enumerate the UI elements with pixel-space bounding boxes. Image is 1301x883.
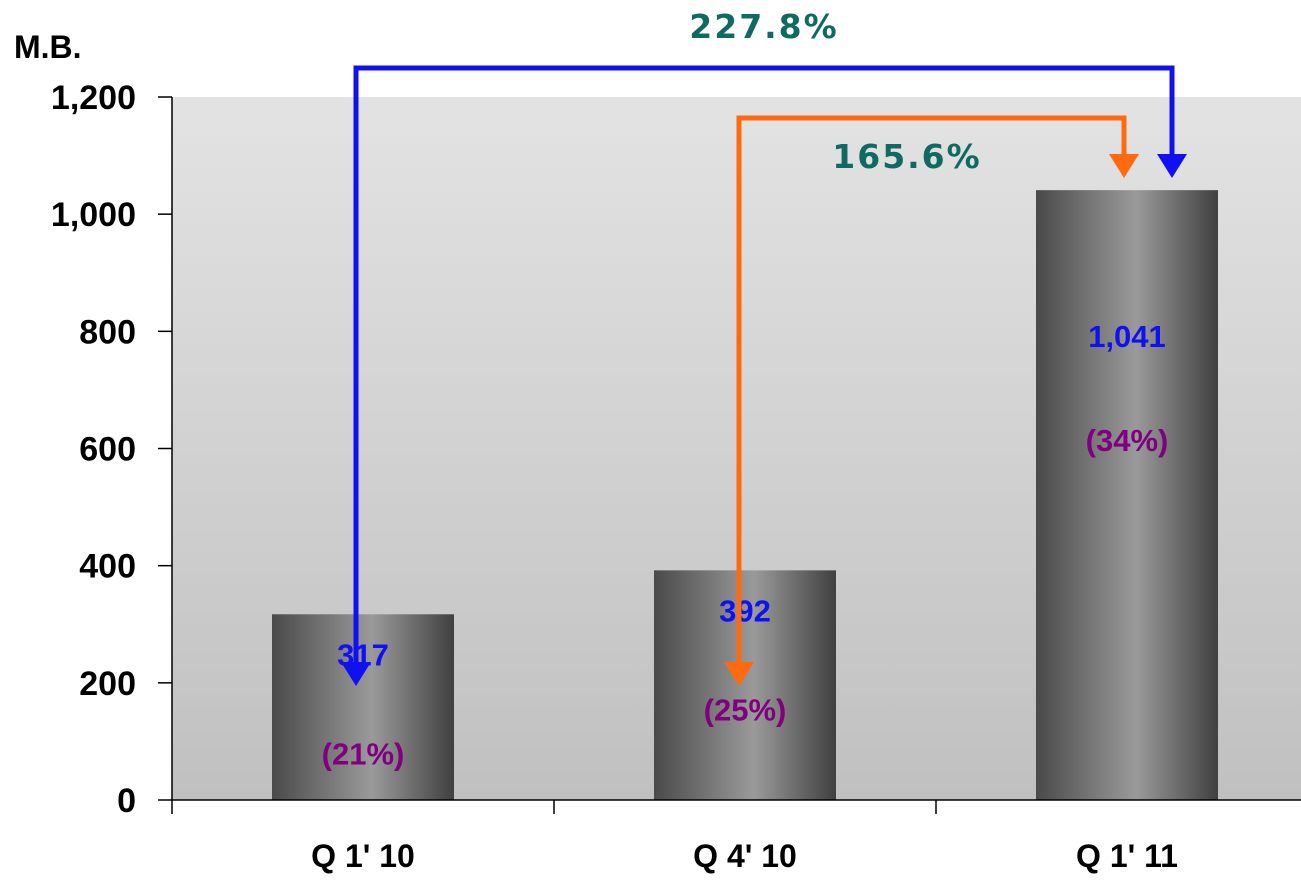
x-tick-label: Q 4' 10 xyxy=(693,838,797,874)
y-tick-label: 1,200 xyxy=(51,79,136,117)
growth-arrowhead-left-0 xyxy=(341,662,371,686)
x-axis: Q 1' 10 Q 4' 10 Q 1' 11 xyxy=(171,799,1301,874)
y-tick-label: 800 xyxy=(79,313,136,351)
growth-arrowhead-right-1 xyxy=(1109,154,1139,178)
y-axis: 0 200 400 600 800 1,000 1,200 xyxy=(51,79,173,820)
bar-value-label: 392 xyxy=(719,593,771,628)
x-tick-label: Q 1' 11 xyxy=(1076,838,1178,874)
x-tick-label: Q 1' 10 xyxy=(311,838,415,874)
bar-share-label: (21%) xyxy=(322,736,405,771)
y-axis-unit-label: M.B. xyxy=(14,29,82,65)
growth-arrow-line-0 xyxy=(353,65,1175,664)
growth-arrowhead-left-1 xyxy=(724,662,754,686)
bar-share-label: (25%) xyxy=(704,692,787,727)
growth-arrowhead-right-0 xyxy=(1157,154,1187,178)
bar-0 xyxy=(272,614,454,800)
bar-share-label: (34%) xyxy=(1086,423,1169,458)
y-tick-label: 0 xyxy=(117,782,136,820)
bar-2 xyxy=(1036,190,1218,800)
y-tick-label: 600 xyxy=(79,431,136,469)
y-tick-label: 200 xyxy=(79,665,136,703)
bars-group xyxy=(272,190,1218,800)
bar-value-label: 1,041 xyxy=(1088,319,1166,354)
growth-arrows: 227.8% 165.6% xyxy=(341,7,1187,686)
growth-label-0: 227.8% xyxy=(689,7,838,46)
data-labels: 317(21%)392(25%)1,041(34%) xyxy=(322,319,1169,771)
bar-1 xyxy=(654,570,836,800)
y-tick-label: 400 xyxy=(79,548,136,586)
growth-arrow-line-1 xyxy=(736,115,1127,664)
y-tick-label: 1,000 xyxy=(51,196,136,234)
growth-label-1: 165.6% xyxy=(832,137,981,176)
